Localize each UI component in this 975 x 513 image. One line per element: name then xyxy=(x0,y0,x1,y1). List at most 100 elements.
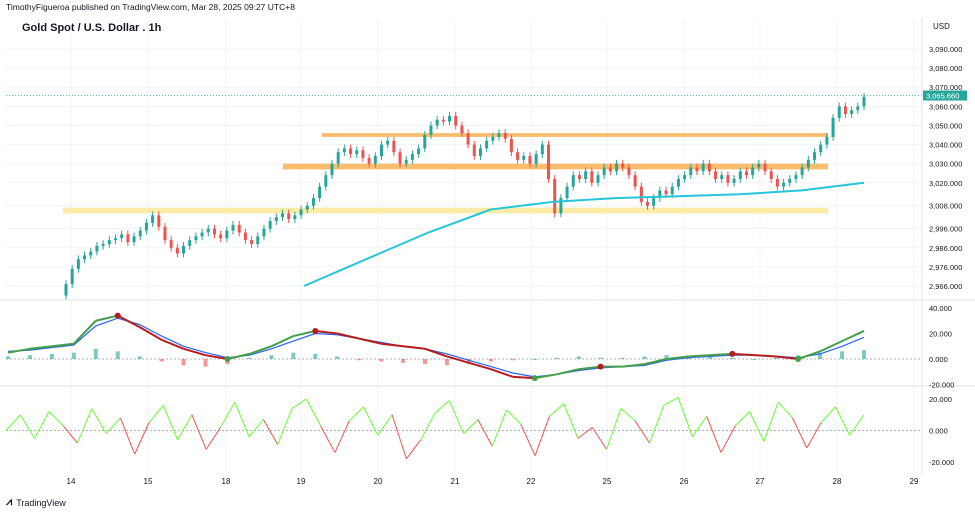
oscillator-segment xyxy=(649,405,665,444)
candle-body xyxy=(262,228,266,237)
candle-body xyxy=(763,163,767,172)
candle-body xyxy=(559,198,563,214)
candle-body xyxy=(311,198,315,206)
candle-body xyxy=(169,240,173,248)
oscillator-segment xyxy=(19,414,36,439)
candle-body xyxy=(182,245,186,254)
oscillator-segment xyxy=(277,408,293,445)
candle-body xyxy=(843,106,847,114)
oscillator-segment xyxy=(5,414,21,431)
macd-fast-segment xyxy=(446,355,470,364)
candle-body xyxy=(676,178,680,187)
candle-body xyxy=(126,234,130,243)
macd-fast-segment xyxy=(249,345,272,355)
support-resistance-zones xyxy=(63,133,828,214)
macd-histogram-bar xyxy=(620,357,625,359)
macd-tick-label: -20.000 xyxy=(929,381,954,390)
candle-body xyxy=(503,133,507,139)
oscillator-segment xyxy=(734,411,750,427)
oscillator-segment xyxy=(806,422,822,449)
oscillator-segment xyxy=(792,417,808,449)
oscillator-segment xyxy=(220,401,236,428)
macd-histogram-bar xyxy=(818,352,823,359)
macd-histogram-bar xyxy=(423,359,428,365)
moving-average xyxy=(303,181,865,287)
macd-fast-segment xyxy=(402,345,426,350)
candle-body xyxy=(454,115,458,126)
candle-body xyxy=(596,175,600,183)
candle-body xyxy=(744,171,748,176)
oscillator-segment xyxy=(248,419,264,438)
macd-histogram-bar xyxy=(862,350,866,359)
candle-body xyxy=(324,175,328,187)
macd-histogram-bar xyxy=(730,357,735,359)
oscillator-segment xyxy=(720,425,736,453)
oscillator-segment xyxy=(491,409,507,447)
candle-body xyxy=(608,167,612,172)
oscillator-segment xyxy=(262,419,279,445)
macd-fast-segment xyxy=(315,329,338,335)
macd-fast-segment xyxy=(754,354,777,358)
candle-body xyxy=(404,159,408,164)
oscillator-segment xyxy=(406,439,422,460)
oscillator-segment xyxy=(234,401,250,437)
macd-fast-segment xyxy=(381,342,404,348)
oscillator-segment xyxy=(420,412,436,441)
candle-body xyxy=(658,190,662,199)
macd-fast-segment xyxy=(139,326,163,341)
candle-body xyxy=(522,156,526,160)
x-tick-label: 26 xyxy=(680,477,689,486)
candle-body xyxy=(509,138,513,153)
macd-fast-segment xyxy=(51,342,74,348)
macd-tick-label: 40.000 xyxy=(929,304,952,313)
macd-histogram-bar xyxy=(291,352,296,359)
candle-body xyxy=(64,284,68,296)
currency-label[interactable]: USD xyxy=(933,22,950,31)
candle-body xyxy=(516,152,520,160)
footer-brand[interactable]: TradingView xyxy=(16,497,66,508)
macd-histogram-bar xyxy=(642,356,647,359)
oscillator-segment xyxy=(506,409,522,425)
candle-body xyxy=(435,119,439,126)
x-tick-label: 22 xyxy=(527,477,536,486)
tradingview-logo-icon[interactable]: ⩘ xyxy=(6,496,13,508)
price-zone xyxy=(63,207,828,214)
macd-fast-segment xyxy=(270,335,294,348)
macd-histogram-bar xyxy=(752,359,757,360)
macd-fast-segment xyxy=(841,330,865,343)
candle-body xyxy=(819,144,823,153)
candle-body xyxy=(219,234,223,239)
macd-histogram-bar xyxy=(159,359,164,362)
grid xyxy=(6,20,922,472)
candle-body xyxy=(206,228,210,233)
macd-tick-label: 20.000 xyxy=(929,330,952,339)
oscillator-segment xyxy=(391,414,407,460)
macd-histogram-bar xyxy=(510,359,515,361)
oscillator-segment xyxy=(148,404,164,423)
y-tick-label: 2,976.000 xyxy=(929,263,962,272)
oscillator-segment xyxy=(448,400,465,434)
macd-cross-marker xyxy=(795,356,802,362)
macd-histogram-bar xyxy=(93,348,98,359)
y-tick-label: 3,008.000 xyxy=(929,202,962,211)
x-tick-label: 28 xyxy=(833,477,842,486)
macd-histogram-bar xyxy=(313,353,318,359)
candle-body xyxy=(448,115,452,122)
macd-histogram-bar xyxy=(664,355,669,359)
candle-body xyxy=(293,215,297,220)
oscillator-segment xyxy=(34,411,50,439)
chart-canvas[interactable]: 14 15 18 19 20 21 22 25 26 27 28 29 3,090.000 3,080.0… xyxy=(0,0,975,490)
candle-body xyxy=(355,150,359,155)
candle-body xyxy=(813,152,817,160)
x-tick-label: 14 xyxy=(67,477,76,486)
macd-fast-segment xyxy=(95,314,118,322)
candle-body xyxy=(695,167,699,172)
candle-body xyxy=(615,163,619,172)
macd-histogram-bar xyxy=(181,359,186,366)
candle-body xyxy=(726,175,730,183)
macd-fast-segment xyxy=(73,320,97,345)
axes: 14 15 18 19 20 21 22 25 26 27 28 29 3,090.000 3,080.0… xyxy=(0,18,975,486)
candle-body xyxy=(151,215,155,223)
candle-body xyxy=(225,230,229,239)
price-zone xyxy=(283,163,828,170)
